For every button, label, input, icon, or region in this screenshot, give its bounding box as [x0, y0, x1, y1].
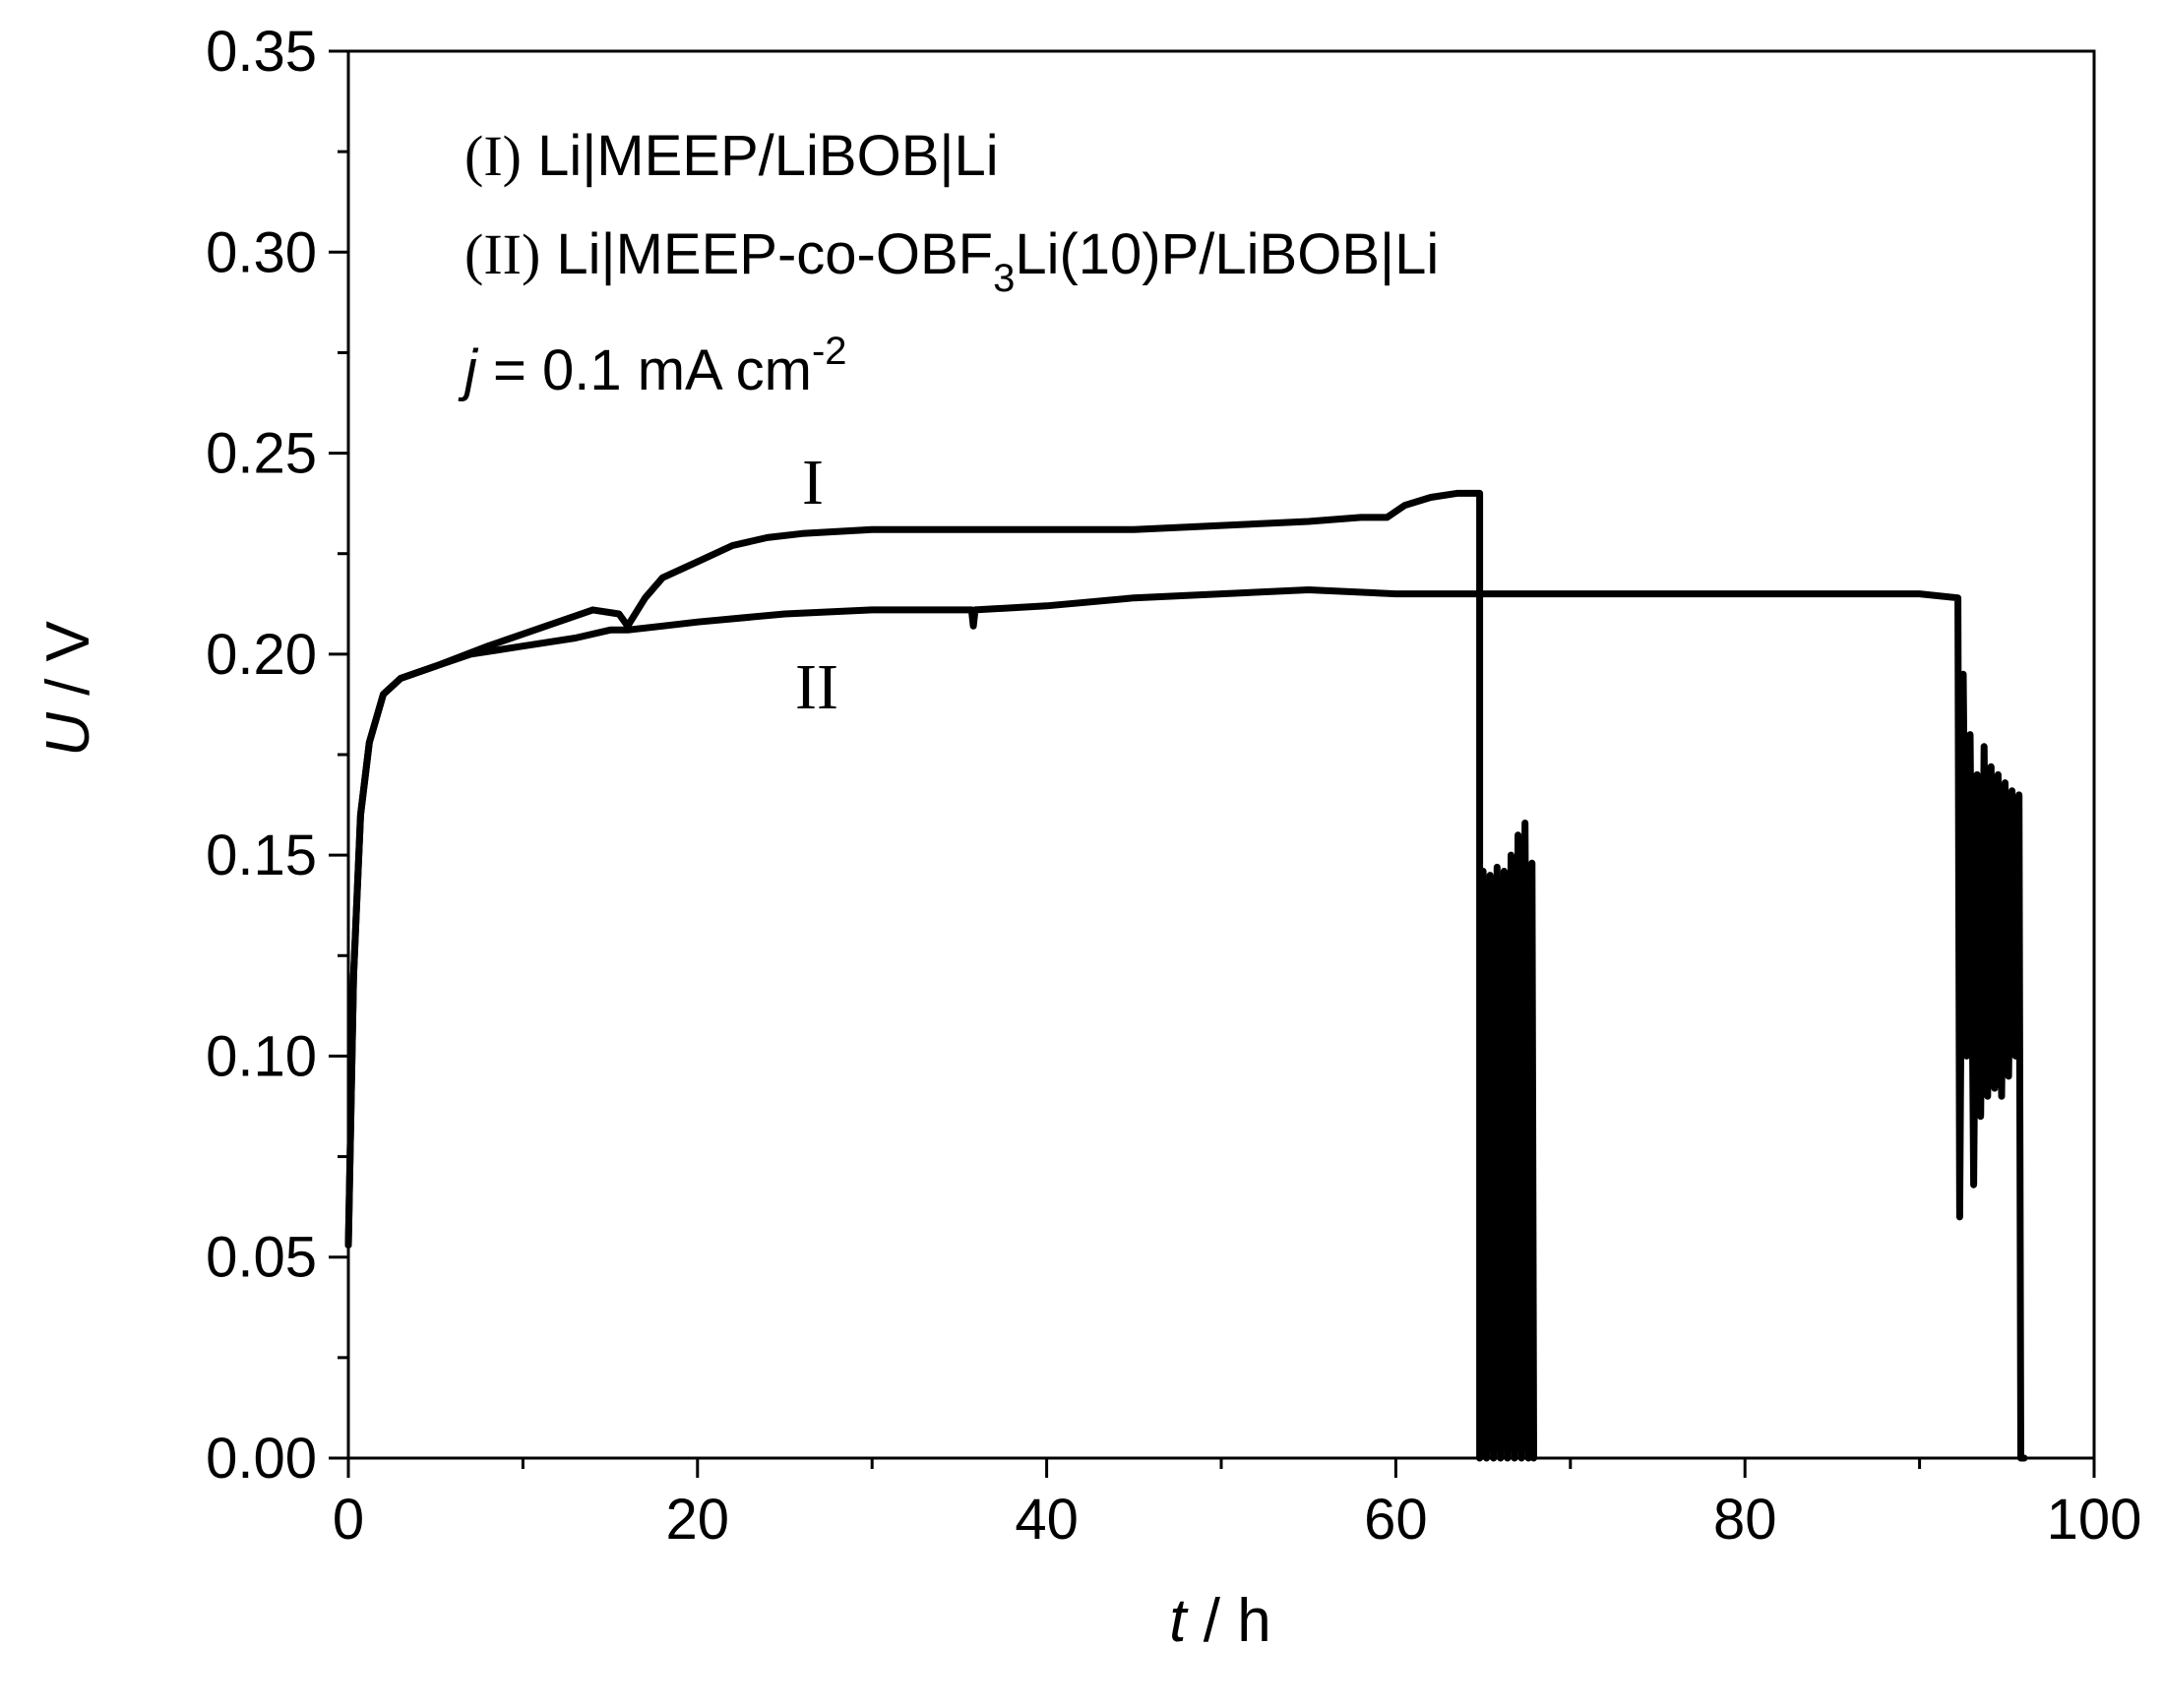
y-axis-unit: V — [34, 620, 102, 661]
annotation-2-text-a: Li|MEEP-co-OBF — [540, 222, 993, 286]
curve-label-I: I — [802, 447, 824, 518]
annotation-3-superscript: -2 — [812, 330, 847, 373]
x-axis-unit: h — [1237, 1587, 1270, 1655]
y-axis-var: U — [34, 711, 102, 757]
y-tick-label: 0.15 — [206, 824, 317, 887]
axis-tick-labels: 0 20 40 60 80 100 0.00 0.05 0.10 0.15 0.20 0.25 0.30… — [206, 20, 2141, 1552]
annotation-line-2: (II) Li|MEEP-co-OBF3Li(10)P/LiBOB|Li — [464, 222, 1439, 300]
annotation-2-numeral: (II) — [464, 222, 540, 286]
annotation-line-3: j = 0.1 mA cm-2 — [458, 330, 847, 402]
x-axis-var: t — [1169, 1587, 1189, 1655]
y-tick-label: 0.10 — [206, 1024, 317, 1088]
y-axis-title: U / V — [34, 620, 102, 756]
x-tick-label: 40 — [1015, 1488, 1079, 1552]
curve-label-II: II — [795, 651, 838, 723]
annotation-line-1: (I) Li|MEEP/LiBOB|Li — [464, 124, 999, 188]
x-tick-label: 20 — [666, 1488, 730, 1552]
y-tick-label: 0.35 — [206, 20, 317, 84]
y-tick-label: 0.20 — [206, 623, 317, 687]
x-tick-label: 100 — [2047, 1488, 2142, 1552]
annotation-1-text: Li|MEEP/LiBOB|Li — [522, 124, 999, 188]
x-axis-sep: / — [1187, 1587, 1238, 1655]
annotation-3-var: j — [458, 338, 479, 402]
annotation-2-text-b: Li(10)P/LiBOB|Li — [1015, 222, 1439, 286]
series-layer — [344, 489, 2028, 1462]
annotation-2-subscript: 3 — [993, 257, 1015, 300]
x-tick-label: 0 — [333, 1488, 364, 1552]
y-tick-label: 0.25 — [206, 422, 317, 486]
axis-ticks — [329, 49, 2096, 1478]
y-tick-label: 0.30 — [206, 220, 317, 284]
annotation-3-text: = 0.1 mA cm — [477, 338, 812, 402]
series-line-I — [344, 489, 1537, 1462]
series-line-II — [344, 586, 2028, 1462]
y-axis-sep: / — [34, 661, 102, 712]
y-tick-label: 0.05 — [206, 1226, 317, 1290]
y-tick-label: 0.00 — [206, 1427, 317, 1491]
x-tick-label: 60 — [1364, 1488, 1428, 1552]
x-tick-label: 80 — [1713, 1488, 1777, 1552]
annotation-1-numeral: (I) — [464, 124, 522, 188]
x-axis-title: t / h — [1169, 1587, 1270, 1655]
